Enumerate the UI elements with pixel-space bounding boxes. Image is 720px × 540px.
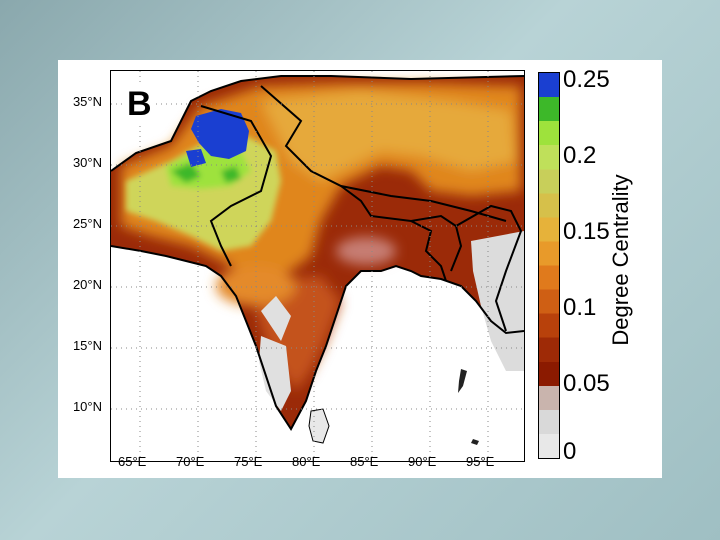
colorbar-tick-0: 0 [563, 438, 577, 465]
lat-label-25: 25°N [72, 216, 102, 231]
colorbar-title: Degree Centrality [608, 174, 633, 346]
lat-label-35: 35°N [72, 94, 102, 109]
lon-label-85: 85°E [350, 454, 379, 469]
lon-label-90: 90°E [408, 454, 437, 469]
colorbar-tick-0.05: 0.05 [563, 370, 610, 397]
lon-label-80: 80°E [292, 454, 321, 469]
colorbar-tick-0.15: 0.15 [563, 218, 610, 245]
peninsula-pale [259, 296, 291, 411]
colorbar-tick-0.1: 0.1 [563, 294, 597, 321]
map-canvas [111, 71, 524, 461]
bay-islands [458, 369, 479, 445]
lat-label-30: 30°N [72, 155, 102, 170]
map-frame: B [110, 70, 525, 462]
lat-label-15: 15°N [72, 338, 102, 353]
lon-label-65: 65°E [118, 454, 147, 469]
lon-label-95: 95°E [466, 454, 495, 469]
map-grid [111, 71, 524, 461]
panel-letter: B [123, 85, 156, 123]
blue-max-region [191, 109, 249, 159]
colorbar [538, 72, 560, 459]
lat-label-20: 20°N [72, 277, 102, 292]
figure-panel: B 35°N 30°N 25°N 20°N 15°N 10°N 65°E 70°… [58, 60, 662, 478]
sri-lanka [308, 408, 330, 444]
country-borders [111, 75, 524, 431]
lon-label-75: 75°E [234, 454, 263, 469]
colorbar-tick-0.25: 0.25 [563, 66, 610, 93]
colorbar-tick-0.2: 0.2 [563, 142, 597, 169]
lat-label-10: 10°N [72, 399, 102, 414]
bright-green-spots [171, 163, 241, 183]
tan-region [261, 91, 516, 181]
east-pale [471, 231, 524, 371]
lon-label-70: 70°E [176, 454, 205, 469]
